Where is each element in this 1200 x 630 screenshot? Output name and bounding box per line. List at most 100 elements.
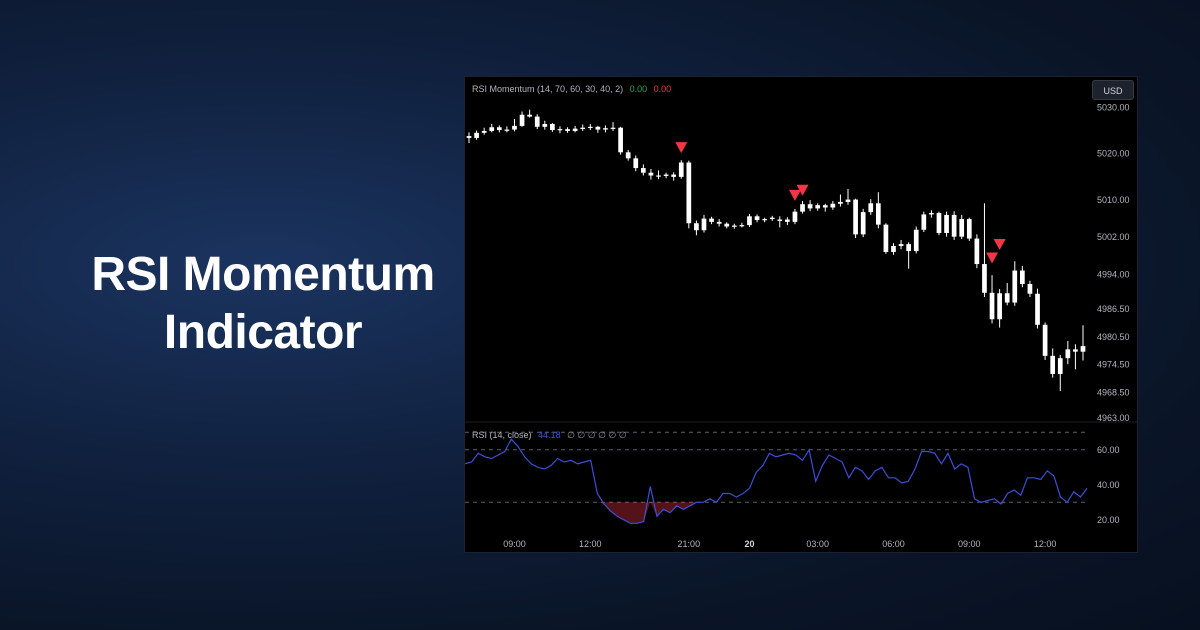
candle-body — [542, 124, 548, 127]
candle-body — [527, 114, 532, 117]
hero-title-line-1: RSI Momentum — [91, 248, 435, 301]
candle-body — [1080, 346, 1086, 352]
candle-body — [648, 172, 654, 176]
candle-body — [504, 129, 510, 131]
candle-body — [610, 127, 616, 129]
candle-body — [1073, 349, 1078, 352]
time-tick-label: 20 — [744, 539, 754, 549]
candle-body — [739, 225, 745, 227]
chart-canvas[interactable]: 5030.00 5020.00 5010.00 5002.00 4994.00 4986.… — [465, 77, 1137, 552]
rsi-tick-label: 40.00 — [1097, 480, 1120, 490]
candle-body — [891, 245, 896, 252]
chart-panel[interactable]: 5030.00 5020.00 5010.00 5002.00 4994.00 4986.… — [464, 76, 1138, 553]
candle-body — [769, 217, 775, 220]
sell-signal-marker — [986, 252, 999, 264]
sell-signal-marker — [788, 189, 801, 201]
rsi-tick-label: 20.00 — [1097, 515, 1120, 525]
candle-body — [587, 126, 593, 128]
candle-body — [694, 223, 699, 231]
candle-body — [550, 124, 555, 131]
rsi-axis[interactable]: 60.00 40.00 20.00 — [1097, 445, 1120, 525]
indicator-value-negative: 0.00 — [653, 84, 672, 94]
price-tick-label: 4974.50 — [1097, 360, 1130, 370]
hero-title: RSI Momentum Indicator — [40, 246, 486, 362]
price-axis[interactable]: 5030.00 5020.00 5010.00 5002.00 4994.00 4986.… — [1097, 102, 1130, 423]
candle-body — [807, 204, 813, 209]
candle-body — [845, 199, 851, 202]
price-tick-label: 5020.00 — [1097, 149, 1130, 159]
candle-body — [496, 127, 502, 131]
candle-body — [1035, 293, 1040, 325]
candle-body — [951, 214, 957, 237]
rsi-tick-label: 60.00 — [1097, 445, 1120, 455]
candle-body — [982, 264, 987, 293]
candle-body — [731, 225, 737, 227]
candle-body — [618, 127, 623, 153]
rsi-oversold-fill — [465, 502, 1087, 524]
rsi-name: RSI (14, close) — [472, 430, 532, 440]
indicator-params: (14, 70, 60, 30, 40, 2) — [537, 84, 624, 94]
rsi-value: 44.18 — [538, 430, 561, 440]
candle-body — [944, 214, 949, 233]
candle-body — [481, 130, 487, 133]
candle-body — [989, 292, 995, 320]
candle-body — [1020, 270, 1025, 284]
time-tick-label: 12:00 — [1034, 539, 1057, 549]
indicator-legend[interactable]: RSI Momentum (14, 70, 60, 30, 40, 2) 0.0… — [472, 84, 671, 94]
candle-body — [686, 162, 692, 224]
candle-body — [747, 216, 752, 226]
candle-body — [936, 213, 942, 233]
candle-body — [716, 221, 722, 224]
candle-body — [1004, 293, 1010, 303]
time-axis[interactable]: 09:00 12:00 21:00 20 03:00 06:00 09:00 12:00 — [503, 539, 1056, 549]
sell-signal-marker — [675, 142, 688, 154]
indicator-value-positive: 0.00 — [629, 84, 648, 94]
candle-body — [519, 114, 525, 126]
candle-body — [580, 127, 586, 129]
candle-body — [534, 116, 540, 127]
time-tick-label: 09:00 — [503, 539, 526, 549]
candle-body — [1050, 355, 1056, 374]
candle-body — [762, 219, 767, 221]
time-tick-label: 09:00 — [958, 539, 981, 549]
candle-body — [929, 213, 934, 215]
time-tick-label: 12:00 — [579, 539, 602, 549]
candle-body — [815, 205, 821, 209]
candle-body — [875, 203, 881, 225]
candle-body — [860, 212, 866, 235]
candle-body — [754, 216, 760, 220]
candle-body — [565, 129, 570, 131]
candle-body — [466, 136, 472, 138]
currency-button[interactable]: USD — [1092, 80, 1134, 100]
candle-body — [898, 244, 904, 246]
candle-body — [1027, 283, 1033, 294]
time-tick-label: 21:00 — [678, 539, 701, 549]
time-tick-label: 03:00 — [806, 539, 829, 549]
candle-body — [663, 174, 669, 176]
candle-body — [966, 219, 972, 239]
candle-body — [913, 229, 919, 252]
signal-markers — [675, 142, 1006, 264]
candle-body — [603, 128, 608, 130]
rsi-pane — [465, 431, 1088, 524]
sell-signal-marker — [796, 184, 809, 196]
indicator-name: RSI Momentum — [472, 84, 535, 94]
candle-body — [489, 127, 495, 131]
candle-body — [974, 238, 980, 265]
candle-body — [1042, 324, 1048, 356]
candle-body — [830, 203, 836, 208]
time-tick-label: 06:00 — [882, 539, 905, 549]
candle-body — [959, 219, 965, 237]
price-tick-label: 5002.00 — [1097, 232, 1130, 242]
candle-body — [640, 168, 646, 173]
candle-body — [656, 175, 661, 177]
hero-title-line-2: Indicator — [163, 306, 363, 359]
candle-body — [474, 132, 479, 138]
candle-body — [512, 125, 517, 130]
rsi-legend[interactable]: RSI (14, close) 44.18 ∅ ∅ ∅ ∅ ∅ ∅ — [472, 430, 627, 441]
candle-body — [572, 128, 578, 131]
price-tick-label: 4980.50 — [1097, 332, 1130, 342]
rsi-line — [465, 438, 1088, 524]
price-tick-label: 5010.00 — [1097, 195, 1130, 205]
candle-body — [1057, 358, 1063, 374]
